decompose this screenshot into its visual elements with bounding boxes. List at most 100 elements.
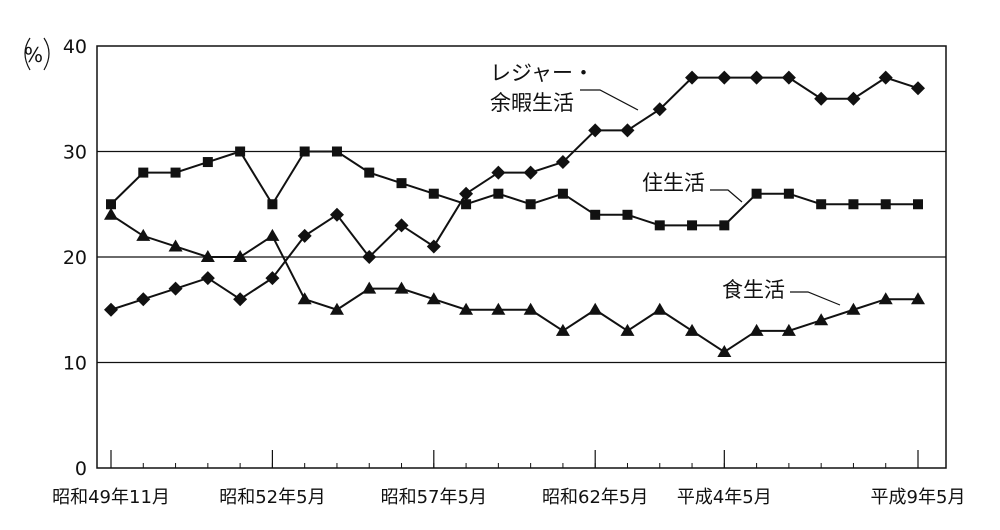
triangle-marker <box>362 281 377 294</box>
triangle-marker <box>491 302 506 315</box>
diamond-marker <box>555 155 570 170</box>
leader-line <box>710 189 743 203</box>
triangle-marker <box>168 239 183 252</box>
leader-line <box>790 291 841 306</box>
diamond-marker <box>878 70 893 85</box>
triangle-marker <box>814 313 829 326</box>
leader-line <box>580 89 639 111</box>
leader-lines <box>580 89 841 306</box>
x-tick-label: 昭和62年5月 <box>542 487 648 508</box>
y-unit-bracket-icon <box>24 37 50 71</box>
diamond-marker <box>620 123 635 138</box>
diamond-marker <box>717 70 732 85</box>
diamond-marker <box>233 292 248 307</box>
diamond-marker <box>685 70 700 85</box>
triangle-marker <box>781 323 796 336</box>
triangle-marker <box>265 228 280 241</box>
square-marker <box>331 146 342 157</box>
triangle-marker <box>588 302 603 315</box>
series-label: 余暇生活 <box>490 91 574 115</box>
diamond-marker <box>265 271 280 286</box>
x-axis-tick-labels: 昭和49年11月 昭和52年5月 昭和57年5月 昭和62年5月 平成4年5月 平成9年5… <box>52 487 965 508</box>
y-tick-label: 20 <box>63 247 87 269</box>
square-marker <box>654 220 665 231</box>
diamond-marker <box>362 250 377 264</box>
triangle-marker <box>104 207 118 220</box>
triangle-marker <box>459 302 474 315</box>
diamond-marker <box>749 70 764 85</box>
series-label: レジャー・ <box>490 61 594 85</box>
square-marker <box>848 199 859 210</box>
square-marker <box>783 188 794 199</box>
square-marker <box>364 167 375 178</box>
diamond-marker <box>491 165 506 180</box>
square-marker <box>622 209 633 220</box>
y-tick-label: 10 <box>63 353 87 375</box>
diamond-marker <box>136 292 151 307</box>
square-marker <box>396 178 407 189</box>
square-marker <box>106 199 116 210</box>
x-tick-label: 昭和49年11月 <box>52 487 170 508</box>
triangle-marker <box>685 323 700 336</box>
triangle-marker <box>911 292 925 305</box>
x-tick-label: 平成9年5月 <box>871 487 966 508</box>
y-tick-label: 40 <box>63 36 87 58</box>
square-marker <box>687 220 698 231</box>
triangle-marker <box>620 323 635 336</box>
diamond-marker <box>394 218 409 233</box>
diamond-marker <box>652 102 667 117</box>
triangle-marker <box>749 323 764 336</box>
triangle-marker <box>523 302 538 315</box>
x-tick-label: 昭和57年5月 <box>381 487 487 508</box>
square-marker <box>557 188 568 199</box>
triangle-marker <box>846 302 861 315</box>
diamond-marker <box>297 228 312 243</box>
square-marker <box>428 188 439 199</box>
square-marker <box>880 199 891 210</box>
series-label: 食生活 <box>722 278 785 302</box>
x-axis-ticks <box>110 450 919 468</box>
square-marker <box>525 199 536 210</box>
diamond-marker <box>911 81 925 96</box>
diamond-marker <box>426 239 441 254</box>
series-label: 住生活 <box>642 171 705 195</box>
diamond-marker <box>168 281 183 296</box>
square-marker <box>816 199 827 210</box>
triangle-marker <box>200 250 215 262</box>
square-marker <box>138 167 149 178</box>
diamond-marker <box>459 186 474 201</box>
diamond-marker <box>329 207 344 222</box>
diamond-marker <box>588 123 603 138</box>
triangle-marker <box>555 323 570 336</box>
square-marker <box>751 188 762 199</box>
square-marker <box>913 199 923 210</box>
triangle-marker <box>329 302 344 315</box>
diamond-marker <box>814 91 829 106</box>
triangle-marker <box>233 250 248 262</box>
diamond-marker <box>200 271 215 286</box>
square-marker <box>719 220 730 231</box>
series-line <box>110 150 918 227</box>
series-line <box>110 213 918 354</box>
y-tick-label: 30 <box>63 142 87 164</box>
series-layer <box>104 70 925 357</box>
triangle-marker <box>652 302 667 315</box>
diamond-marker <box>846 91 861 106</box>
triangle-marker <box>717 344 732 357</box>
square-marker <box>202 157 213 168</box>
triangle-marker <box>878 292 893 305</box>
triangle-marker <box>394 281 409 294</box>
series-diamond <box>104 70 925 317</box>
x-tick-label: 平成4年5月 <box>677 487 772 508</box>
square-marker <box>170 167 181 178</box>
square-marker <box>590 209 601 220</box>
diamond-marker <box>104 302 118 317</box>
y-axis-tick-labels: 0 10 20 30 40 <box>63 36 87 480</box>
diamond-marker <box>523 165 538 180</box>
x-tick-label: 昭和52年5月 <box>219 487 325 508</box>
y-tick-label: 0 <box>75 458 87 480</box>
square-marker <box>267 199 278 210</box>
triangle-marker <box>297 292 312 305</box>
diamond-marker <box>781 70 796 85</box>
